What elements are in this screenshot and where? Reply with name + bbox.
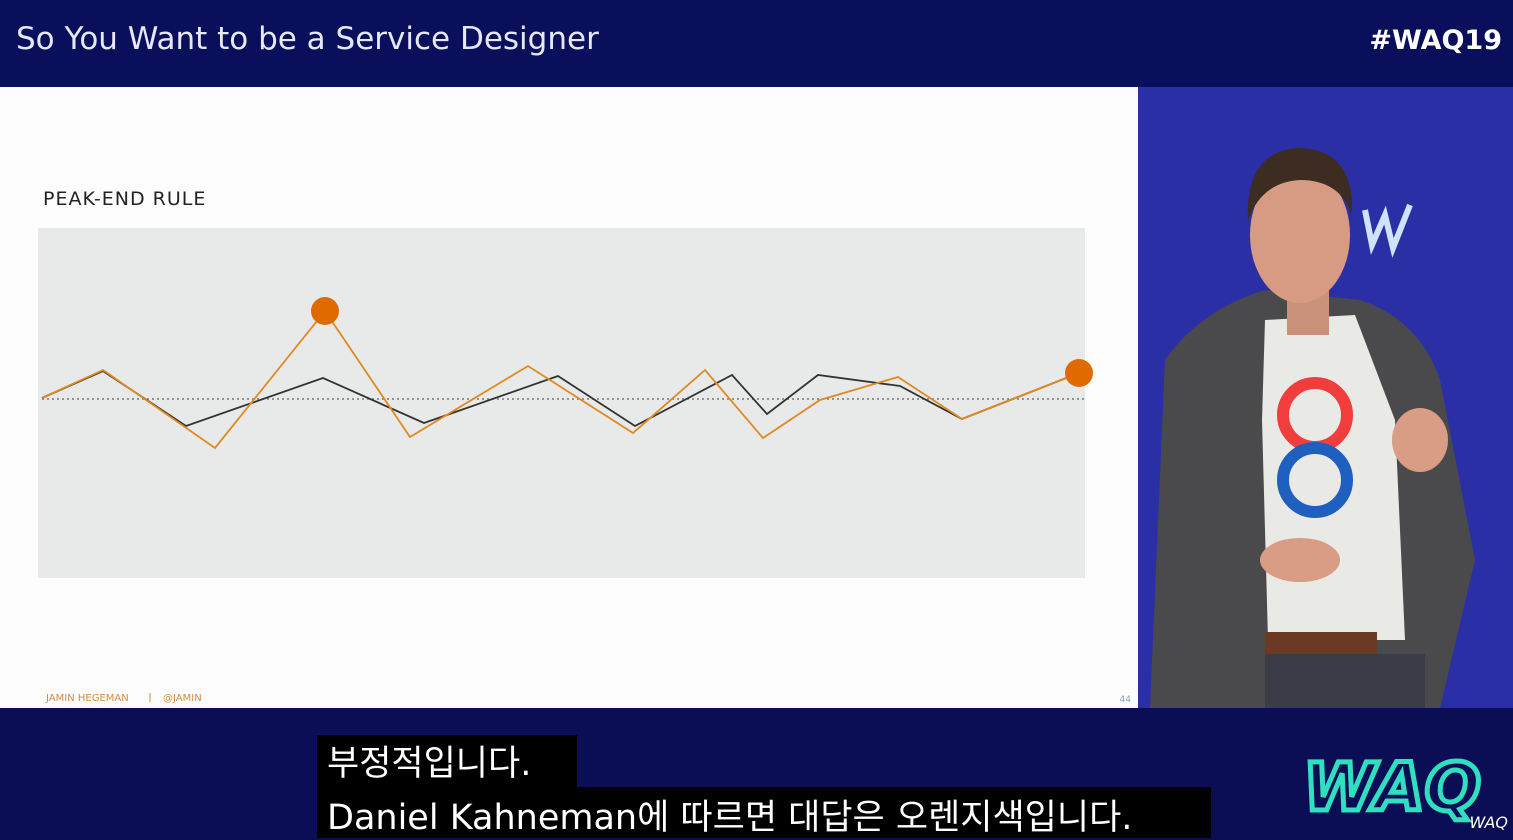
header-title: So You Want to be a Service Designer bbox=[16, 21, 599, 57]
slide-page: 44 bbox=[1120, 695, 1132, 705]
subtitle-line: 부정적입니다. bbox=[327, 744, 531, 784]
shirt-logo-blue bbox=[1277, 442, 1353, 518]
orange-line bbox=[41, 309, 1080, 450]
slide-handle: @JAMIN bbox=[163, 693, 202, 704]
hand-left bbox=[1260, 538, 1340, 582]
trousers bbox=[1265, 654, 1425, 708]
belt bbox=[1265, 632, 1377, 654]
header-bar bbox=[0, 0, 1513, 87]
hair bbox=[1247, 148, 1353, 220]
stage-logo bbox=[1362, 203, 1413, 258]
waq-logo-small: WAQ bbox=[1469, 813, 1508, 832]
waq-logo: WAQ bbox=[1303, 749, 1481, 826]
speaker-panel bbox=[1138, 87, 1513, 708]
slide-title: PEAK-END RULE bbox=[43, 188, 206, 210]
end-dot bbox=[1065, 359, 1093, 387]
subtitle-box bbox=[317, 735, 577, 787]
face bbox=[1250, 167, 1350, 303]
slide-author: JAMIN HEGEMAN bbox=[45, 693, 129, 704]
chart-area bbox=[38, 228, 1085, 578]
hashtag: #WAQ19 bbox=[1369, 25, 1502, 56]
peak-dot bbox=[311, 297, 339, 325]
subtitle-line: Daniel Kahneman에 따르면 대답은 오렌지색입니다. bbox=[327, 798, 1132, 838]
hand bbox=[1392, 408, 1448, 472]
subtitle-box bbox=[317, 787, 1211, 838]
dark-line bbox=[41, 369, 1080, 428]
